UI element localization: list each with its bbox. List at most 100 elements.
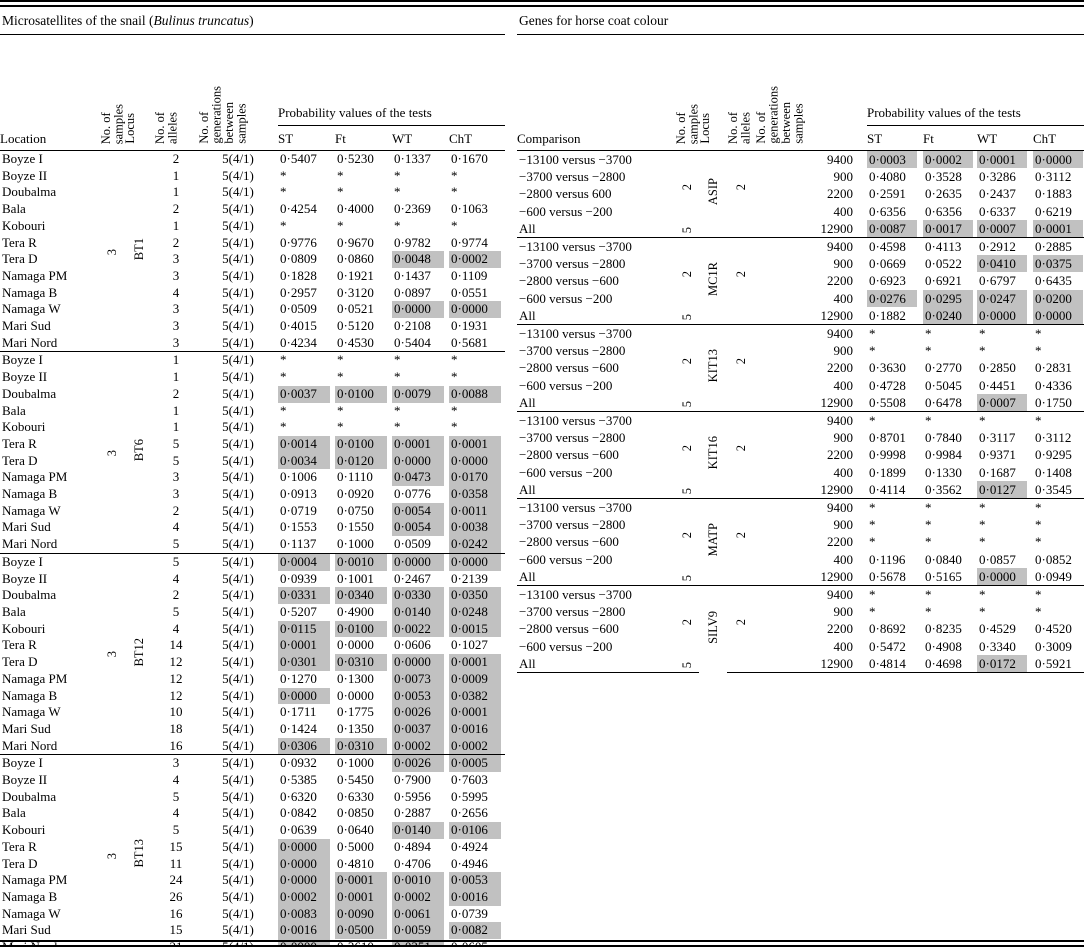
probability-value-cell: 0·6337 [979, 203, 1016, 219]
probability-value-cell: 0·0521 [337, 301, 374, 317]
location-cell: Mari Sud [2, 318, 51, 334]
table-row: Kobouri 4 5(4/1) 0·0115 0·0100 0·0022 0·0015 [0, 620, 505, 638]
probability-value-cell: 0·5508 [869, 394, 906, 410]
locus-name-cell: MATP [699, 498, 727, 586]
location-cell: Doubalma [2, 385, 57, 401]
generations-cell: 400 [833, 638, 854, 654]
probability-value-cell: 0·0037 [392, 720, 449, 738]
table-row: Boyze I 3 BT12 5 5(4/1) 0·0004 0·0010 0·0000 0·0… [0, 552, 505, 755]
probability-value-cell: 0·1931 [451, 318, 488, 334]
generations-cell: 5(4/1) [222, 620, 254, 636]
generations-cell: 5(4/1) [222, 720, 254, 736]
probability-value-cell: * [869, 343, 876, 359]
generations-cell: 12900 [820, 394, 854, 410]
probability-value-cell: * [278, 351, 335, 370]
probability-value-cell: 0·1109 [451, 267, 488, 283]
table-row: −3700 versus −2800 900 * * * * [517, 342, 1084, 359]
probability-value-cell: 0·2912 [977, 237, 1033, 256]
alleles-count-cell: 5 [154, 552, 198, 571]
comparison-cell: −600 versus −200 [519, 638, 613, 654]
alleles-count-cell: 3 [172, 267, 180, 283]
column-header-alleles: No. of alleles [726, 35, 755, 151]
probability-value-cell: 0·5472 [869, 638, 906, 654]
probability-value-cell: 0·0001 [335, 872, 392, 889]
generations-cell: 5(4/1) [198, 552, 278, 571]
probability-value-cell: 0·0115 [278, 620, 335, 638]
generations-cell: 5(4/1) [222, 838, 254, 854]
table-row: −13100 versus −3700 2 SILV9 2 9400 * * * * [517, 585, 1084, 673]
location-cell: Tera R [2, 435, 37, 451]
probability-value-cell: 0·0073 [392, 670, 449, 688]
column-header-probability: Probability values of the tests [278, 35, 505, 126]
samples-count-cell: 3 [104, 248, 119, 255]
generations-cell: 5(4/1) [222, 217, 254, 233]
probability-value-cell: * [394, 369, 401, 385]
probability-value-cell: 0·3120 [337, 284, 374, 300]
generations-cell: 5(4/1) [222, 805, 254, 821]
probability-value-cell: * [280, 217, 287, 233]
comparison-cell: −3700 versus −2800 [519, 517, 626, 533]
alleles-count-cell [727, 481, 755, 499]
probability-value-cell: 0·6330 [337, 788, 374, 804]
probability-value-cell: 0·0106 [449, 822, 505, 839]
probability-value-cell: 0·0059 [392, 922, 449, 940]
probability-value-cell: 0·0000 [977, 306, 1033, 325]
probability-value-cell: 0·0015 [449, 620, 505, 638]
table-row: −3700 versus −2800 900 * * * * [517, 516, 1084, 533]
probability-value-cell: 0·0605 [451, 939, 488, 947]
generations-cell: 400 [833, 377, 854, 393]
probability-value-cell: 0·3630 [869, 360, 906, 376]
location-cell: Tera D [2, 855, 38, 871]
location-cell: Tera R [2, 234, 37, 250]
samples-count-cell: 5 [679, 487, 694, 494]
probability-value-cell: * [280, 369, 287, 385]
title-species-italic: Bulinus truncatus [153, 13, 250, 28]
column-header-ft: Ft [335, 125, 392, 151]
samples-count-cell: 2 [675, 237, 699, 307]
probability-value-cell: 0·0054 [392, 502, 449, 520]
samples-count-cell: 3 [100, 754, 124, 947]
probability-value-cell: 0·0034 [278, 452, 335, 470]
probability-value-cell: 0·5956 [394, 788, 431, 804]
probability-value-cell: 0·0719 [280, 502, 317, 518]
probability-value-cell: 0·1000 [337, 536, 374, 552]
comparison-cell: −2800 versus −600 [519, 621, 619, 637]
probability-value-cell: 0·2139 [451, 570, 488, 586]
probability-value-cell: 0·4908 [925, 638, 962, 654]
probability-value-cell: 0·0860 [337, 251, 374, 267]
probability-value-cell: 0·5045 [925, 377, 962, 393]
generations-cell: 5(4/1) [222, 687, 254, 703]
probability-value-cell: 0·0090 [335, 905, 392, 923]
locus-name-cell: KIT13 [699, 324, 727, 412]
probability-value-cell: 0·0000 [278, 939, 335, 947]
location-cell: Namaga PM [2, 872, 68, 888]
probability-value-cell: * [925, 604, 932, 620]
table-row: Tera R 15 5(4/1) 0·0000 0·5000 0·4894 0·4924 [0, 838, 505, 856]
probability-value-cell: 0·0014 [278, 435, 335, 453]
probability-value-cell: 0·3117 [979, 430, 1016, 446]
location-cell: Boyze II [2, 369, 48, 385]
alleles-count-cell: 26 [169, 888, 183, 904]
probability-value-cell: 0·3112 [1035, 169, 1072, 185]
locus-name-cell: ASIP [705, 178, 720, 206]
generations-cell: 5(4/1) [222, 502, 254, 518]
table-row: Bala 4 5(4/1) 0·0842 0·0850 0·2887 0·2656 [0, 805, 505, 822]
probability-value-cell: 0·0276 [867, 289, 923, 307]
probability-value-cell: 0·5995 [451, 788, 488, 804]
probability-value-cell: 0·0079 [392, 385, 449, 403]
probability-value-cell: * [977, 585, 1033, 604]
probability-value-cell: * [923, 585, 977, 604]
probability-value-cell: 0·0000 [392, 654, 449, 671]
title-text: Microsatellites of the snail ( [2, 13, 154, 28]
probability-value-cell: 0·0939 [280, 570, 317, 586]
probability-value-cell: 0·4598 [867, 237, 923, 256]
table-row: Tera D 12 5(4/1) 0·0301 0·0310 0·0000 0·0001 [0, 654, 505, 671]
table-row: Bala 1 5(4/1) * * * * [0, 403, 505, 420]
alleles-count-cell: 1 [172, 419, 180, 435]
alleles-count-cell: 2 [727, 237, 755, 307]
alleles-count-cell: 3 [172, 251, 180, 267]
probability-value-cell: 0·0002 [923, 151, 977, 169]
generations-cell: 2200 [827, 273, 853, 289]
probability-value-cell: 0·0000 [337, 637, 374, 653]
probability-value-cell: 0·0022 [392, 620, 449, 638]
